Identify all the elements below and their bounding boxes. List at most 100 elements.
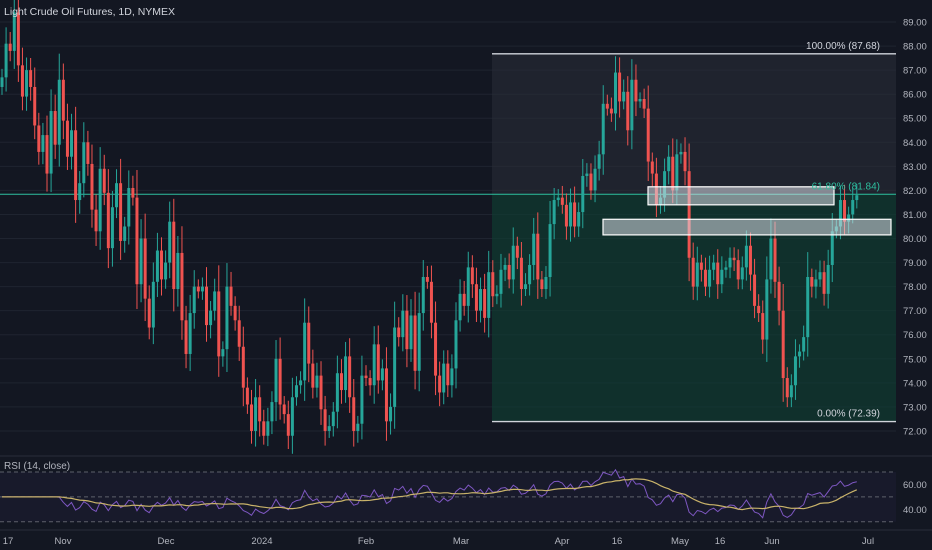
fib-level-label: 100.00% (87.68) bbox=[806, 41, 880, 52]
candle-body bbox=[217, 291, 221, 357]
candle-body bbox=[33, 86, 37, 126]
candle-body bbox=[826, 264, 830, 294]
candle-body bbox=[270, 402, 274, 422]
candle-body bbox=[748, 245, 752, 275]
candle-body bbox=[663, 171, 667, 198]
candle-body bbox=[409, 315, 413, 350]
candle-body bbox=[458, 293, 462, 321]
chart-legend[interactable]: Light Crude Oil Futures, 1D, NYMEX bbox=[4, 6, 175, 18]
candle-body bbox=[601, 103, 605, 155]
x-tick-label: Mar bbox=[453, 536, 469, 547]
y-tick-label: 87.00 bbox=[903, 66, 927, 77]
x-tick-label: 2024 bbox=[251, 536, 272, 547]
candle-body bbox=[646, 108, 650, 162]
y-tick-label: 85.00 bbox=[903, 114, 927, 125]
candle-body bbox=[160, 250, 164, 280]
candle-body bbox=[798, 351, 802, 357]
candle-body bbox=[307, 322, 311, 364]
candle-body bbox=[540, 279, 544, 290]
candle-body bbox=[732, 257, 736, 261]
candle-body bbox=[573, 202, 577, 227]
candle-body bbox=[299, 380, 303, 386]
rsi-legend[interactable]: RSI (14, close) bbox=[4, 461, 71, 472]
candle-body bbox=[254, 397, 258, 431]
rsi-tick-label: 40.00 bbox=[903, 505, 927, 516]
candle-body bbox=[53, 111, 57, 145]
candle-body bbox=[4, 43, 8, 78]
candle-body bbox=[172, 221, 176, 290]
fib-zone-upper bbox=[492, 53, 896, 195]
candle-body bbox=[548, 224, 552, 277]
candle-body bbox=[777, 281, 781, 311]
candle-body bbox=[368, 378, 372, 386]
candle-body bbox=[744, 245, 748, 268]
candle-body bbox=[519, 257, 523, 290]
candle-body bbox=[258, 397, 262, 422]
candle-body bbox=[724, 267, 728, 270]
price-axis[interactable]: 72.00 73.00 74.00 75.00 76.00 77.00 78.00 79.00… bbox=[903, 18, 927, 438]
candle-body bbox=[102, 168, 106, 193]
candle-body bbox=[106, 192, 110, 249]
price-zones[interactable] bbox=[602, 186, 892, 236]
candle-body bbox=[290, 397, 294, 436]
x-tick-label: Feb bbox=[358, 536, 374, 547]
candle-body bbox=[389, 406, 393, 422]
candle-body bbox=[699, 262, 703, 270]
candle-body bbox=[41, 135, 45, 152]
candle-body bbox=[515, 245, 519, 258]
candle-body bbox=[818, 272, 822, 280]
candle-body bbox=[618, 72, 622, 102]
candle-body bbox=[417, 313, 421, 371]
candle-body bbox=[671, 156, 675, 191]
candle-body bbox=[830, 231, 834, 265]
y-tick-label: 77.00 bbox=[903, 306, 927, 317]
candle-body bbox=[597, 154, 601, 169]
candle-body bbox=[319, 375, 323, 410]
candle-body bbox=[642, 99, 646, 109]
y-tick-label: 76.00 bbox=[903, 330, 927, 341]
candle-body bbox=[855, 195, 859, 201]
candle-body bbox=[740, 267, 744, 280]
rsi-ma-line bbox=[2, 478, 858, 511]
y-tick-label: 72.00 bbox=[903, 426, 927, 437]
candle-body bbox=[581, 175, 585, 213]
y-tick-label: 73.00 bbox=[903, 402, 927, 413]
candle-body bbox=[466, 267, 470, 306]
candle-body bbox=[785, 378, 789, 398]
candle-body bbox=[687, 171, 691, 258]
candle-body bbox=[716, 262, 720, 285]
candle-body bbox=[814, 279, 818, 287]
candle-body bbox=[577, 212, 581, 227]
candle-body bbox=[192, 286, 196, 314]
candle-body bbox=[29, 70, 33, 87]
candle-body bbox=[209, 310, 213, 326]
fib-level-label: 61.80% (81.84) bbox=[812, 181, 880, 192]
candle-body bbox=[569, 202, 573, 227]
y-tick-label: 81.00 bbox=[903, 210, 927, 221]
candle-body bbox=[176, 252, 180, 290]
candle-body bbox=[474, 284, 478, 311]
rsi-line bbox=[2, 468, 857, 519]
candle-body bbox=[180, 252, 184, 321]
candle-body bbox=[278, 358, 282, 405]
candle-body bbox=[184, 320, 188, 354]
candle-body bbox=[491, 272, 495, 297]
candle-body bbox=[110, 207, 114, 249]
candle-body bbox=[720, 269, 724, 285]
x-tick-label: Apr bbox=[555, 536, 570, 547]
resistance-zone bbox=[647, 186, 835, 206]
candle-body bbox=[221, 349, 225, 357]
x-tick-label: Jul bbox=[862, 536, 874, 547]
candle-body bbox=[352, 397, 356, 431]
time-axis[interactable]: 17 Nov Dec 2024 Feb Mar Apr 16 May 16 Jun Jul bbox=[3, 536, 874, 547]
candle-body bbox=[205, 286, 208, 326]
candle-body bbox=[425, 277, 429, 282]
candle-body bbox=[536, 233, 540, 280]
candle-body bbox=[421, 277, 425, 314]
x-tick-label: Jun bbox=[764, 536, 779, 547]
candle-body bbox=[200, 286, 204, 292]
rsi-pane[interactable]: 60.00 40.00 bbox=[0, 468, 927, 523]
candle-body bbox=[364, 375, 368, 379]
symbol-title: Light Crude Oil Futures bbox=[4, 6, 113, 18]
